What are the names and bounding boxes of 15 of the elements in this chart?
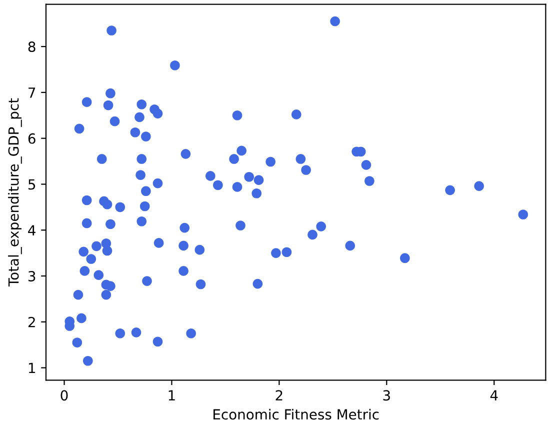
x-tick-label: 0 — [60, 390, 68, 401]
x-tick-label: 4 — [490, 390, 498, 400]
y-tick-label: 6 — [28, 133, 36, 144]
y-tick-label: 7 — [28, 88, 36, 98]
x-axis-title: Economic Fitness Metric — [214, 408, 379, 420]
y-tick-label: 8 — [28, 42, 36, 52]
y-tick-label: 5 — [28, 179, 36, 190]
y-tick-label: 2 — [28, 316, 35, 328]
x-tick-label: 2 — [276, 390, 282, 400]
y-tick-label: 1 — [28, 362, 35, 374]
y-tick-label: 4 — [28, 225, 36, 236]
x-tick-label: 3 — [383, 390, 390, 401]
x-tick-label: 1 — [168, 390, 175, 400]
y-tick-label: 3 — [28, 270, 36, 282]
y-axis-title: Total_expenditure_GDP_pct — [8, 98, 22, 287]
